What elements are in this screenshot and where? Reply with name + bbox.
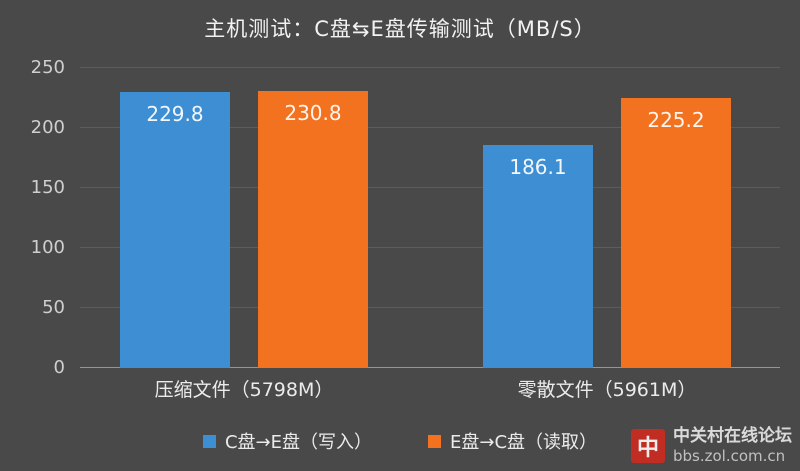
legend-label: C盘→E盘（写入） — [224, 432, 372, 453]
x-axis-category-labels: 压缩文件（5798M） 零散文件（5961M） — [0, 375, 800, 403]
category-label-1: 压缩文件（5798M） — [154, 379, 334, 401]
gridline — [80, 127, 780, 128]
bar-value-label: 230.8 — [284, 101, 342, 126]
y-axis-tick-label: 50 — [42, 297, 65, 318]
y-axis-tick-label: 0 — [53, 357, 65, 378]
y-axis-tick-label: 100 — [30, 237, 65, 258]
y-axis-tick-label: 200 — [30, 117, 65, 138]
y-axis-tick-label: 250 — [30, 57, 65, 78]
bar-group-1: 229.8 230.8 — [120, 68, 368, 368]
watermark-url: bbs.zol.com.cn — [673, 447, 786, 466]
gridline — [80, 187, 780, 188]
legend-item-1: C盘→E盘（写入） — [202, 428, 372, 454]
legend-swatch-icon — [428, 434, 441, 448]
x-axis-line — [80, 367, 780, 368]
legend: C盘→E盘（写入） E盘→C盘（读取） — [0, 428, 800, 454]
bar-value-label: 186.1 — [509, 154, 567, 179]
gridline — [80, 67, 780, 68]
bar-series2-category1: 230.8 — [258, 91, 368, 368]
y-axis-tick-label: 150 — [30, 177, 65, 198]
bar-series2-category2: 225.2 — [621, 97, 731, 368]
bar-value-label: 229.8 — [146, 102, 204, 127]
zol-logo-icon: 中 — [631, 429, 665, 463]
legend-item-2: E盘→C盘（读取） — [428, 428, 597, 454]
bar-value-label: 225.2 — [647, 107, 705, 132]
legend-swatch-icon — [202, 434, 216, 448]
legend-label: E盘→C盘（读取） — [450, 432, 598, 453]
bar-group-2: 186.1 225.2 — [483, 68, 731, 368]
gridline — [80, 247, 780, 248]
bar-series1-category1: 229.8 — [120, 92, 230, 368]
category-label-2: 零散文件（5961M） — [517, 379, 697, 401]
chart-title: 主机测试：C盘⇆E盘传输测试（MB/S） — [204, 17, 596, 41]
gridline — [80, 307, 780, 308]
bar-series1-category2: 186.1 — [483, 144, 593, 368]
watermark: 中 中关村在线论坛 bbs.zol.com.cn — [631, 426, 792, 466]
watermark-text: 中关村在线论坛 bbs.zol.com.cn — [673, 426, 792, 466]
watermark-site-name: 中关村在线论坛 — [673, 426, 792, 446]
plot-area: 0 50 100 150 200 250 229.8 230.8 186.1 225.2 — [31, 59, 780, 377]
